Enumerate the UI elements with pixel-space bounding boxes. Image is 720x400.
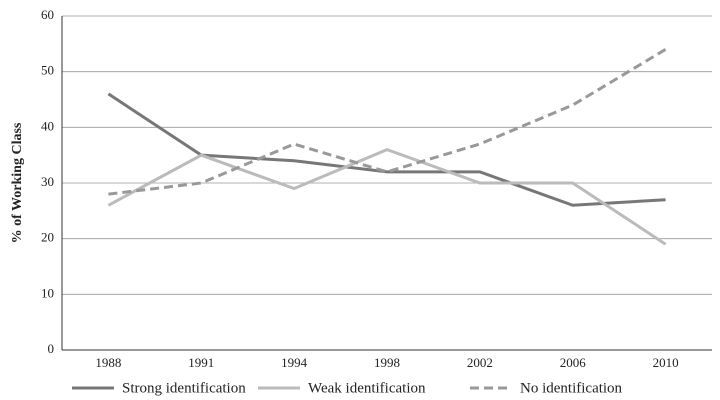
x-tick-label: 2006	[560, 355, 587, 370]
series-line	[107, 147, 667, 246]
legend-label: No identification	[520, 380, 623, 396]
y-tick-label: 10	[41, 285, 54, 300]
x-tick-label: 1991	[188, 355, 214, 370]
x-tick-label: 2002	[467, 355, 493, 370]
y-axis-label: % of Working Class	[10, 122, 25, 243]
y-tick-label: 30	[41, 174, 54, 189]
y-tick-label: 60	[41, 7, 54, 22]
legend-label: Strong identification	[122, 380, 246, 396]
x-tick-label: 1994	[281, 355, 308, 370]
y-tick-label: 50	[41, 63, 54, 78]
y-tick-label: 40	[41, 118, 54, 133]
y-tick-label: 20	[41, 230, 54, 245]
x-tick-label: 1998	[374, 355, 400, 370]
x-tick-label: 1988	[95, 355, 121, 370]
y-tick-label: 0	[48, 341, 55, 356]
legend-label: Weak identification	[308, 380, 426, 396]
x-tick-label: 2010	[653, 355, 679, 370]
